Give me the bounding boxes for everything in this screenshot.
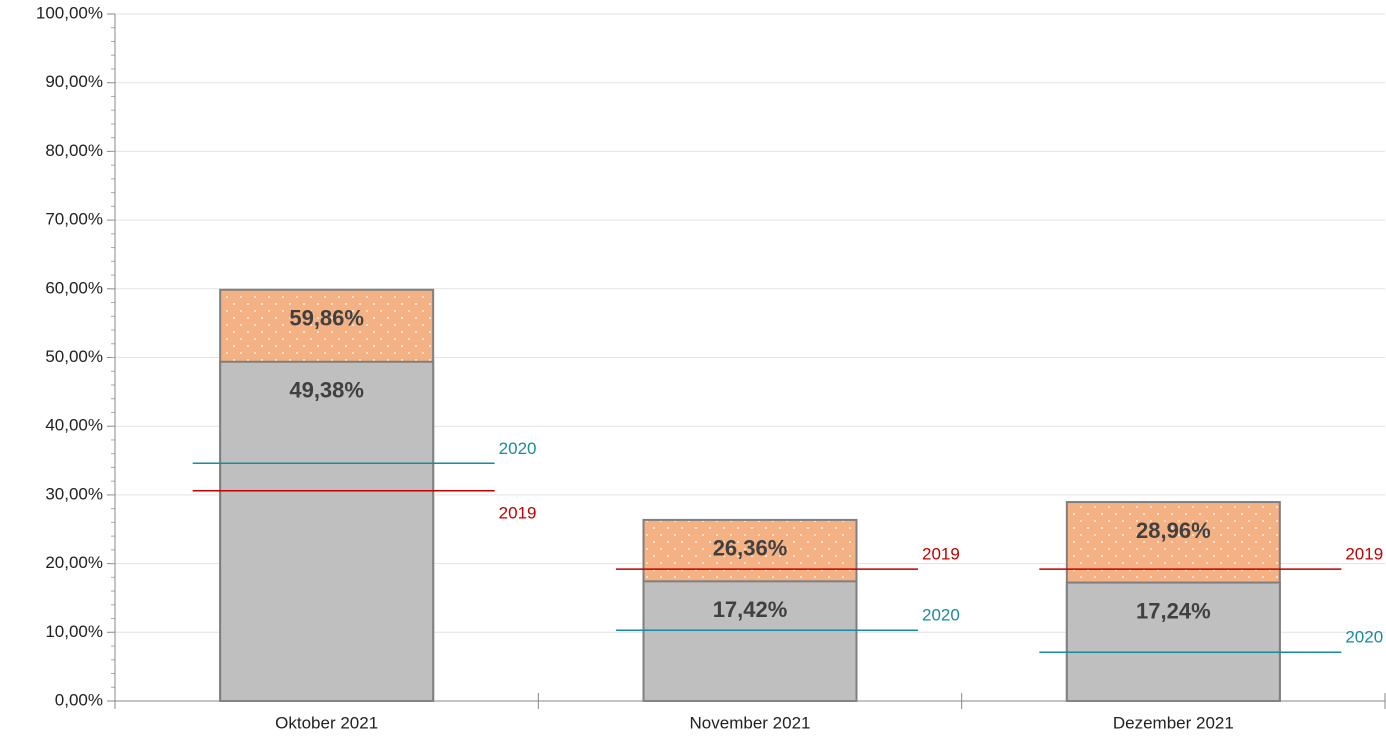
y-tick-label: 70,00%	[45, 210, 103, 229]
y-tick-label: 20,00%	[45, 553, 103, 572]
reference-label: 2020	[1345, 628, 1383, 647]
y-tick-label: 100,00%	[36, 3, 103, 22]
y-tick-label: 50,00%	[45, 347, 103, 366]
data-label: 49,38%	[289, 378, 364, 403]
data-label: 28,96%	[1136, 518, 1211, 543]
data-label: 17,42%	[713, 597, 788, 622]
reference-label: 2019	[922, 545, 960, 564]
y-tick-label: 10,00%	[45, 622, 103, 641]
y-tick-label: 80,00%	[45, 141, 103, 160]
y-tick-label: 60,00%	[45, 278, 103, 297]
bar	[1065, 581, 1281, 703]
x-tick-label: Oktober 2021	[275, 713, 378, 732]
reference-label: 2020	[922, 606, 960, 625]
x-tick-label: November 2021	[690, 713, 811, 732]
y-tick-label: 30,00%	[45, 484, 103, 503]
y-tick-label: 90,00%	[45, 72, 103, 91]
reference-label: 2019	[1345, 545, 1383, 564]
reference-label: 2020	[499, 439, 537, 458]
data-label: 26,36%	[713, 536, 788, 561]
data-label: 17,24%	[1136, 598, 1211, 623]
x-tick-label: Dezember 2021	[1113, 713, 1234, 732]
bar	[642, 580, 858, 702]
y-tick-label: 40,00%	[45, 416, 103, 435]
bar	[219, 360, 435, 702]
data-label: 59,86%	[289, 306, 364, 331]
reference-label: 2019	[499, 503, 537, 522]
y-tick-label: 0,00%	[55, 690, 103, 709]
